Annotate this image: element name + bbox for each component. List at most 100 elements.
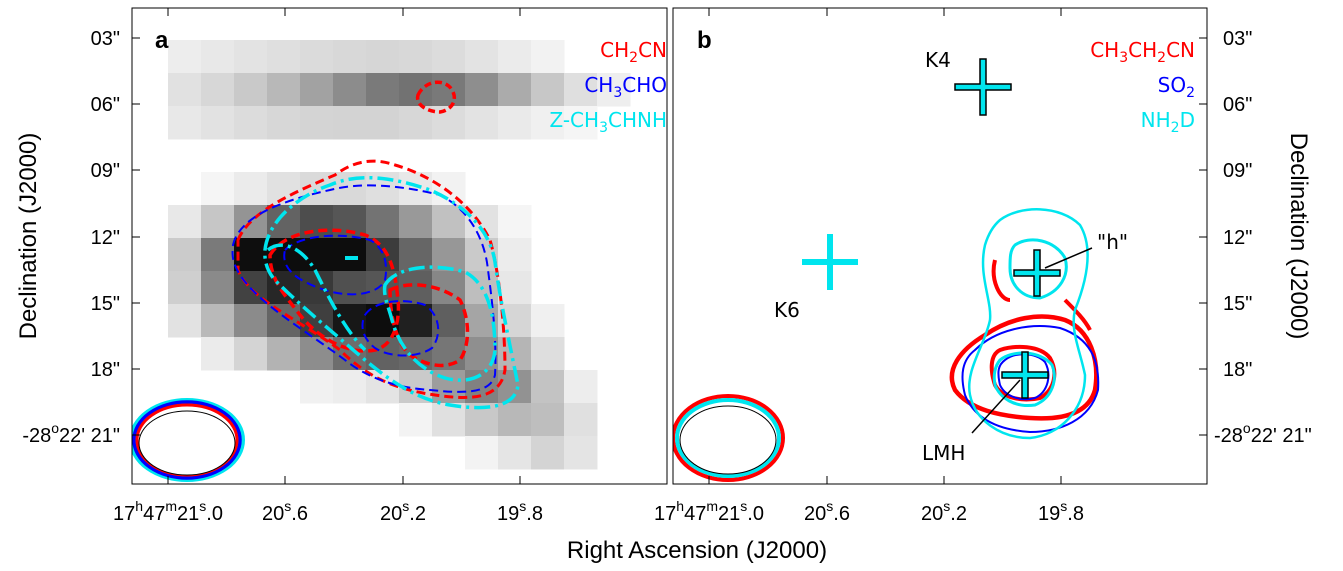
- image-pixel: [300, 238, 334, 272]
- image-pixel: [465, 106, 499, 140]
- y-tick-label-left: 12": [91, 227, 120, 249]
- image-pixel: [465, 73, 499, 107]
- image-pixel: [333, 238, 367, 272]
- image-pixel: [201, 337, 235, 371]
- image-pixel: [201, 205, 235, 239]
- y-tick-label-right: 03": [1223, 28, 1252, 50]
- image-pixel: [531, 73, 565, 107]
- image-pixel: [234, 238, 268, 272]
- image-pixel: [432, 106, 466, 140]
- y-tick-label-left: 03": [91, 28, 120, 50]
- image-pixel: [498, 205, 532, 239]
- image-pixel: [267, 73, 301, 107]
- image-pixel: [564, 73, 598, 107]
- image-pixel: [432, 73, 466, 107]
- image-pixel: [267, 40, 301, 74]
- image-pixel: [300, 370, 334, 404]
- image-pixel: [399, 238, 433, 272]
- x-tick-label: 17h47m21s.0: [113, 498, 223, 525]
- y-tick-label-left: 06": [91, 94, 120, 116]
- marker-k6: [802, 234, 858, 290]
- y-tick-label-right: 09": [1223, 160, 1252, 182]
- marker-label-lmh: LMH: [922, 441, 965, 465]
- y-axis-title-left: Declination (J2000): [15, 133, 42, 340]
- y-tick-label-left: 09": [91, 160, 120, 182]
- image-pixel: [399, 304, 433, 338]
- image-pixel: [399, 205, 433, 239]
- image-pixel: [201, 40, 235, 74]
- image-pixel: [333, 40, 367, 74]
- image-pixel: [531, 337, 565, 371]
- image-pixel: [564, 370, 598, 404]
- image-pixel: [333, 370, 367, 404]
- image-pixel: [168, 238, 202, 272]
- image-pixel: [267, 337, 301, 371]
- image-pixel: [531, 370, 565, 404]
- panel-a-contours: [132, 80, 520, 482]
- legend-entry: CH2CN: [600, 38, 667, 66]
- image-pixel: [168, 73, 202, 107]
- image-pixel: [201, 271, 235, 305]
- y-tick-label-dec: -28o22' 21": [22, 420, 120, 447]
- beam-cyan-b: [675, 398, 781, 478]
- marker-label-k4: K4: [925, 48, 951, 72]
- image-pixel: [366, 106, 400, 140]
- y-tick-label-left: 18": [91, 359, 120, 381]
- contour-ch3cho-inner: [361, 300, 440, 357]
- y-tick-label-right: 12": [1223, 227, 1252, 249]
- x-tick-label: 19s.8: [1038, 498, 1084, 525]
- contour-ch2cn-k4: [415, 80, 457, 114]
- image-pixel: [399, 271, 433, 305]
- contour-ch3ch2cn-inner: [989, 344, 1057, 402]
- y-axis-title-right: Declination (J2000): [1285, 133, 1312, 340]
- image-pixel: [564, 106, 598, 140]
- panel-b: b CH3CH2CN SO2 NH2D K4 K6 "h" LMH: [672, 7, 1208, 485]
- image-pixel: [333, 73, 367, 107]
- contour-nh2d-outer: [967, 208, 1089, 440]
- beam-black: [138, 410, 236, 476]
- legend-entry: NH2D: [1141, 108, 1195, 136]
- panel-a-frame: [131, 7, 668, 485]
- image-pixel: [333, 337, 367, 371]
- image-pixel: [531, 403, 565, 437]
- image-pixel: [432, 238, 466, 272]
- contour-so2-outer: [961, 325, 1100, 434]
- x-axis-title: Right Ascension (J2000): [567, 537, 827, 564]
- image-pixel: [399, 40, 433, 74]
- contour-ch2cn-inner: [388, 283, 470, 368]
- image-pixel: [333, 271, 367, 305]
- image-pixel: [168, 271, 202, 305]
- image-pixel: [300, 106, 334, 140]
- beam-red-b: [673, 394, 785, 482]
- image-pixel: [201, 172, 235, 206]
- image-pixel: [267, 304, 301, 338]
- axis-ticks: 03" 03" 06" 06" 09" 09" 12" 12" 15" 15" 18" 18" -28o…: [22, 8, 1312, 525]
- beam-black-b: [679, 405, 777, 475]
- image-pixel: [267, 172, 301, 206]
- panel-b-label: b: [697, 27, 712, 54]
- image-pixel: [399, 403, 433, 437]
- image-pixel: [432, 403, 466, 437]
- legend-entry: SO2: [1158, 73, 1195, 101]
- x-tick-label: 20s.6: [262, 498, 308, 525]
- image-pixel: [498, 271, 532, 305]
- contour-ch3cho-outer: [231, 184, 497, 393]
- y-tick-label-left: 15": [91, 293, 120, 315]
- image-pixel: [201, 238, 235, 272]
- y-tick-label-right: 15": [1223, 293, 1252, 315]
- contour-zch3chnh-inner: [382, 265, 497, 382]
- image-pixel: [531, 40, 565, 74]
- contour-ch3cho-mid: [283, 234, 388, 296]
- image-pixel: [234, 337, 268, 371]
- panel-a: a CH2CN CH3CHO Z-CH3CHNH: [131, 7, 668, 485]
- image-pixel: [168, 304, 202, 338]
- x-tick-label: 20s.2: [380, 498, 426, 525]
- leader-lmh: [971, 379, 1021, 434]
- x-tick-label: 20s.2: [921, 498, 967, 525]
- contour-nh2d-mid: [1008, 238, 1068, 300]
- image-pixel: [333, 106, 367, 140]
- image-pixel: [465, 370, 499, 404]
- image-pixel: [498, 106, 532, 140]
- image-pixel: [399, 106, 433, 140]
